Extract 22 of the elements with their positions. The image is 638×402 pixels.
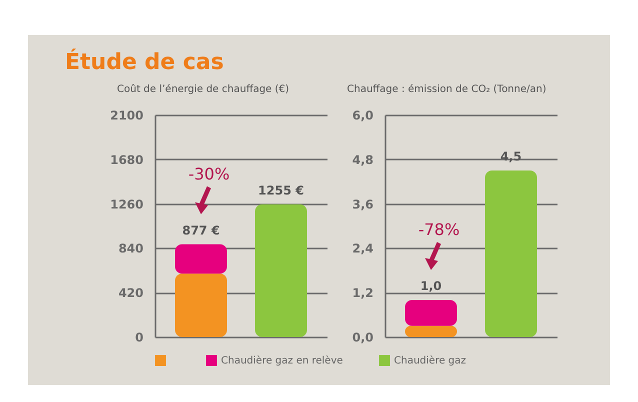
legend-label: Chaudière gaz en relève — [221, 356, 343, 367]
chart-subtitle: Chauffage : émission de CO₂ (Tonne/an) — [347, 84, 546, 95]
y-tick-label: 0,0 — [352, 330, 374, 344]
y-tick-label: 6,0 — [352, 108, 374, 122]
y-tick-label: 1260 — [110, 197, 144, 212]
y-tick-label: 2100 — [110, 108, 144, 122]
y-tick-label: 0 — [135, 330, 144, 344]
chart-subtitle: Coût de l’énergie de chauffage (€) — [117, 84, 290, 95]
y-tick-label: 4,8 — [352, 152, 374, 167]
total-label: 1,0 — [420, 279, 442, 293]
y-tick-label: 3,6 — [352, 197, 374, 212]
annotation: -30% — [188, 164, 230, 184]
total-label: 877 € — [182, 223, 220, 238]
y-tick-label: 2,4 — [352, 242, 374, 256]
y-tick-label: 840 — [118, 242, 144, 256]
y-tick-label: 1,2 — [352, 286, 374, 300]
total-label: 1255 € — [258, 183, 304, 198]
legend-label: Chaudière gaz — [394, 356, 466, 367]
annotation: -78% — [418, 220, 460, 239]
chart-title: Étude de cas — [65, 48, 224, 75]
y-tick-label: 420 — [118, 286, 144, 300]
y-tick-label: 1680 — [110, 152, 144, 167]
